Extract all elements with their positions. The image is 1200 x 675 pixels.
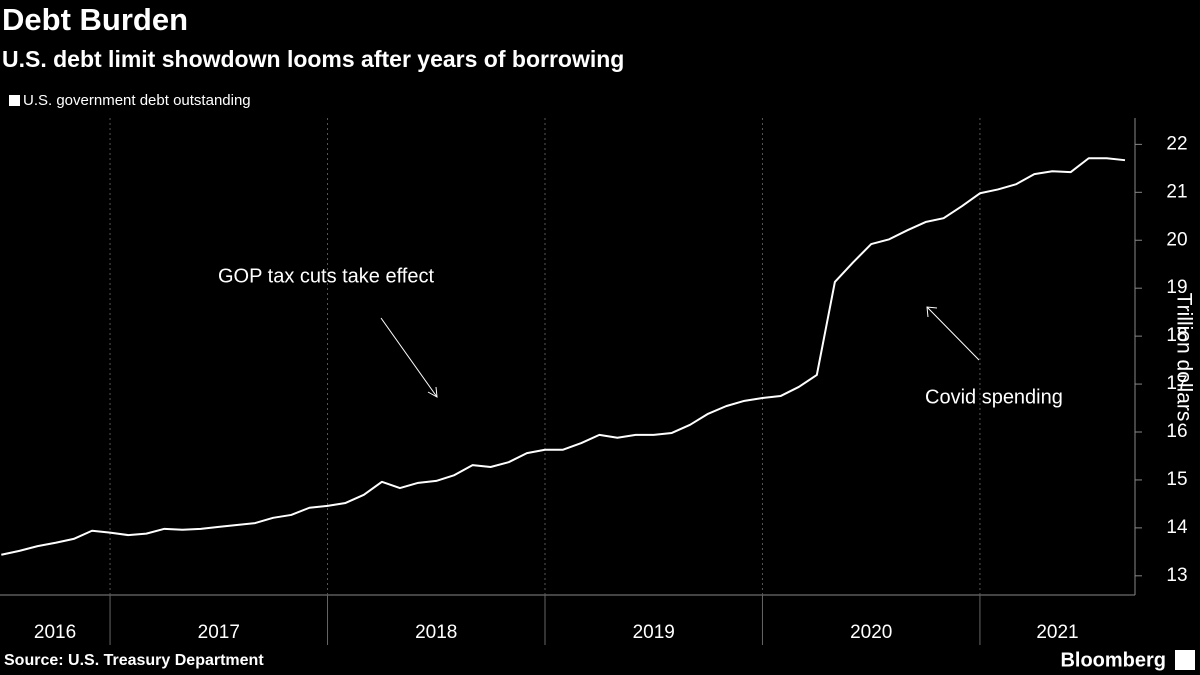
annotation-arrow — [926, 306, 980, 361]
x-tick-label: 2021 — [1036, 622, 1078, 643]
x-tick-label: 2020 — [850, 622, 892, 643]
y-tick-label: 17 — [1166, 373, 1187, 394]
y-tick-label: 13 — [1166, 565, 1187, 586]
y-tick-label: 15 — [1166, 469, 1187, 490]
source: Source: U.S. Treasury Department — [4, 652, 264, 669]
y-tick-label: 19 — [1166, 277, 1187, 298]
annotation: GOP tax cuts take effect — [218, 265, 434, 287]
legend-label: U.S. government debt outstanding — [23, 92, 251, 109]
y-tick-label: 20 — [1166, 229, 1187, 250]
brand-icon — [1175, 650, 1195, 670]
y-tick-label: 16 — [1166, 421, 1187, 442]
x-tick-label: 2016 — [34, 622, 76, 643]
arrow-head — [427, 386, 438, 398]
y-tick-label: 14 — [1166, 517, 1188, 538]
chart-title: Debt Burden — [2, 2, 188, 37]
y-tick-label: 18 — [1166, 325, 1187, 346]
x-tick-label: 2019 — [633, 622, 675, 643]
chart-subtitle: U.S. debt limit showdown looms after yea… — [2, 46, 624, 72]
x-tick-label: 2018 — [415, 622, 457, 643]
y-axis-label: Trillion dollars — [1172, 293, 1195, 422]
legend-swatch — [9, 95, 20, 106]
y-tick-label: 22 — [1166, 133, 1187, 154]
line — [1, 157, 1126, 556]
y-tick-label: 21 — [1166, 181, 1187, 202]
x-tick-label: 2017 — [198, 622, 240, 643]
arrow-head — [926, 306, 938, 318]
brand: Bloomberg — [1060, 649, 1166, 671]
annotation-arrow — [380, 317, 438, 398]
annotation: Covid spending — [925, 386, 1063, 408]
